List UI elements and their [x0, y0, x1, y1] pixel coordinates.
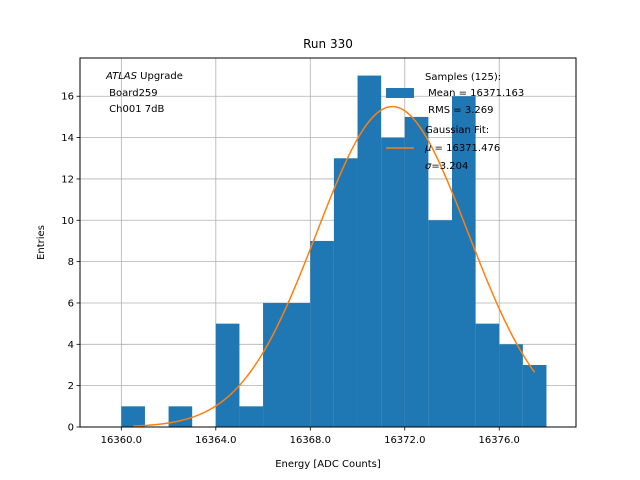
histogram-bar — [263, 302, 311, 427]
legend-mu-value: = 16371.476 — [431, 143, 500, 154]
x-tick-label: 16364.0 — [195, 435, 236, 446]
histogram-bar — [404, 116, 429, 428]
x-tick-label: 16368.0 — [290, 435, 331, 446]
legend-sigma-symbol: σ — [425, 161, 432, 172]
histogram-bar — [522, 364, 547, 427]
annotation-line-1: ATLAS Upgrade — [105, 71, 183, 82]
histogram-bar — [215, 323, 240, 427]
legend-samples-rms: RMS = 3.269 — [425, 105, 493, 116]
ticks-layer: 16360.0 16364.0 16368.0 16372.0 16376.0 0 2 4 6 8… — [61, 92, 520, 446]
y-tick-label: 2 — [68, 381, 74, 392]
fit-layer — [133, 105, 536, 427]
histogram-bar — [475, 323, 500, 427]
y-tick-label: 8 — [68, 257, 74, 268]
annotation-line-3: Ch001 7dB — [106, 104, 164, 115]
histogram-bar — [499, 344, 523, 427]
chart-title: Run 330 — [303, 37, 353, 51]
bars-layer — [121, 75, 547, 428]
legend-samples-mean: Mean = 16371.163 — [425, 88, 524, 99]
x-tick-label: 16372.0 — [384, 435, 425, 446]
plot-frame — [79, 57, 577, 428]
annotation-line-2: Board259 — [106, 88, 158, 99]
annotation-upgrade-word: Upgrade — [137, 71, 183, 82]
histogram-bar — [239, 406, 264, 427]
histogram-bar — [168, 406, 193, 427]
y-tick-label: 10 — [61, 216, 74, 227]
x-tick-label: 16376.0 — [479, 435, 520, 446]
histogram-bar — [333, 158, 358, 427]
histogram-bar — [428, 220, 452, 427]
y-tick-label: 6 — [68, 298, 74, 309]
atlas-annotation: ATLAS Upgrade Board259 Ch001 7dB — [105, 71, 183, 115]
y-tick-label: 4 — [68, 340, 74, 351]
legend-samples-title: Samples (125): — [425, 72, 501, 83]
legend-fit-sigma: σ=3.204 — [425, 161, 468, 172]
y-tick-label: 12 — [61, 174, 74, 185]
y-tick-label: 14 — [61, 133, 74, 144]
annotation-atlas-word: ATLAS — [105, 71, 138, 82]
legend-fit-mu: μ = 16371.476 — [424, 143, 500, 154]
histogram-bar — [121, 406, 145, 427]
histogram-bar — [357, 75, 382, 428]
y-axis-label: Entries — [36, 225, 47, 260]
y-tick-label: 0 — [68, 423, 74, 434]
legend-fit-title: Gaussian Fit: — [425, 125, 489, 136]
legend: Samples (125): Mean = 16371.163 RMS = 3.… — [386, 72, 524, 172]
histogram-bar — [381, 137, 405, 427]
legend-mu-symbol: μ — [424, 143, 431, 154]
gaussian-fit-curve — [133, 105, 536, 427]
legend-sigma-value: =3.204 — [431, 161, 468, 172]
histogram-bar — [310, 240, 334, 427]
legend-samples-patch — [386, 88, 414, 98]
x-tick-label: 16360.0 — [101, 435, 142, 446]
y-tick-label: 16 — [61, 92, 74, 103]
x-axis-label: Energy [ADC Counts] — [275, 459, 381, 470]
histogram-bar — [452, 96, 476, 427]
